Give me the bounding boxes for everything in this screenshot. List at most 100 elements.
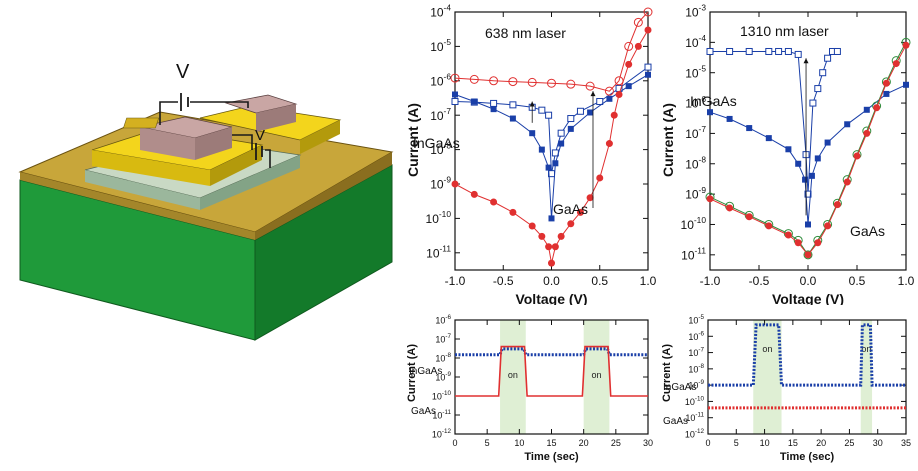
x-tick-label: 30 (643, 438, 653, 448)
data-point (844, 121, 851, 128)
data-point (802, 176, 809, 183)
voltage-label-mid: V (255, 127, 265, 144)
data-point (557, 232, 565, 240)
series-line-0 (708, 323, 906, 387)
series-annotation: InGaAs (690, 93, 737, 109)
series-line-1 (455, 345, 648, 397)
data-point (824, 139, 831, 146)
data-point (726, 47, 734, 55)
data-point (452, 91, 458, 98)
data-point (808, 172, 815, 179)
x-tick-label: -1.0 (445, 274, 466, 288)
data-point (795, 160, 802, 167)
chart-time-1310nm: on on 0 5 10 15 20 25 30 35 10-12 10-11 10-10 10-9 10-… (661, 314, 911, 463)
base-layer-front (20, 172, 255, 240)
x-tick-label: -1.0 (700, 274, 721, 288)
data-point (625, 60, 633, 68)
data-point (644, 63, 652, 71)
data-point (765, 47, 773, 55)
data-point (645, 71, 651, 78)
x-axis-label: Time (sec) (524, 451, 579, 463)
data-point (853, 152, 861, 160)
data-point (814, 239, 822, 247)
data-point (469, 74, 479, 84)
series-annotation: GaAs (850, 223, 885, 239)
data-point (903, 81, 909, 88)
data-point (567, 220, 575, 228)
y-tick-label: 10-6 (430, 72, 451, 89)
chart-title: 638 nm laser (485, 25, 566, 41)
y-tick-label: 10-11 (685, 412, 704, 424)
y-axis-label: Current (A) (661, 344, 673, 402)
data-point (726, 115, 733, 122)
data-point (814, 85, 822, 93)
data-point (509, 101, 517, 109)
data-point (509, 115, 516, 122)
y-tick-label: 10-9 (435, 371, 451, 383)
series-line-0 (710, 51, 838, 195)
data-point (814, 155, 821, 162)
y-tick-label: 10-6 (688, 330, 704, 342)
data-point (548, 259, 555, 267)
data-point (784, 47, 792, 55)
x-tick-label: 1.0 (898, 274, 915, 288)
on-label-0: on (508, 370, 518, 380)
data-point (489, 76, 499, 86)
data-point (508, 77, 518, 87)
data-point (545, 243, 553, 251)
series-line-3 (454, 29, 649, 264)
data-point (528, 222, 536, 230)
y-tick-label: 10-8 (688, 363, 704, 375)
data-point (643, 7, 653, 17)
chart-iv-1310nm: -1.0 -0.5 0.0 0.5 1.0 10-11 10-10 10-9 10-8 10-7 1… (660, 3, 915, 305)
data-point (803, 250, 813, 260)
data-point (576, 208, 584, 216)
mesa-left-front (140, 127, 195, 160)
wire-top (159, 101, 178, 125)
mesa-left-contact (123, 117, 160, 129)
y-axis-label: Current (A) (405, 103, 421, 177)
data-point (765, 222, 773, 230)
data-point (892, 60, 900, 68)
data-point (610, 111, 618, 119)
x-tick-label: 0.0 (800, 274, 817, 288)
data-point (451, 98, 459, 106)
data-point (824, 54, 832, 62)
chart-title: 1310 nm laser (740, 23, 829, 39)
data-point (833, 201, 841, 209)
on-label-1: on (592, 370, 602, 380)
y-tick-label: 10-5 (688, 314, 704, 326)
data-point (585, 81, 595, 91)
y-axis-label: Current (A) (406, 344, 418, 402)
data-point (586, 194, 594, 202)
y-tick-label: 10-6 (435, 314, 451, 326)
data-point (794, 50, 802, 58)
on-window-1 (583, 320, 610, 434)
plot-frame (707, 319, 907, 435)
data-point (873, 104, 881, 112)
data-point (624, 41, 634, 51)
data-point (765, 135, 772, 142)
data-point (451, 180, 459, 188)
series-annotation: GaAs (411, 406, 436, 417)
on-window-0 (753, 320, 782, 434)
on-label-0: on (762, 344, 772, 354)
data-point (634, 42, 642, 50)
data-point (567, 115, 575, 123)
x-tick-label: -0.5 (493, 274, 514, 288)
substrate-side (254, 164, 393, 341)
series-line-0 (455, 347, 648, 357)
x-tick-label: 0 (452, 438, 457, 448)
data-point (509, 208, 517, 216)
wire-mid-right (265, 149, 271, 168)
mesa-right-side (256, 104, 296, 132)
device-schematic: V V (18, 61, 394, 341)
y-tick-label: 10-8 (435, 352, 451, 364)
on-window-0 (500, 320, 526, 434)
chart-time-638nm: on on 0 5 10 15 20 25 30 10-12 10-11 10-10 10-9 10-8 1… (406, 314, 653, 463)
data-point (745, 213, 753, 221)
data-point (538, 146, 545, 153)
data-point (633, 17, 643, 27)
data-point (775, 47, 783, 55)
data-point (804, 251, 812, 259)
